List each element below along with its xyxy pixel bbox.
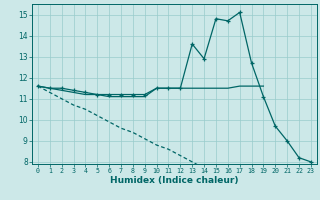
X-axis label: Humidex (Indice chaleur): Humidex (Indice chaleur) [110,176,239,185]
